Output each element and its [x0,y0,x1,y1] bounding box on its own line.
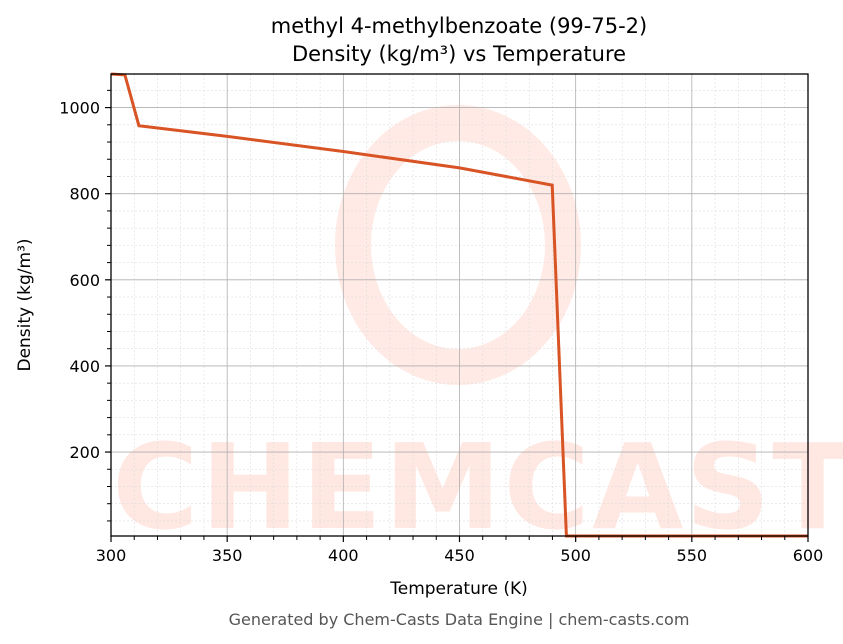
x-axis-label: Temperature (K) [389,579,528,599]
chart-subtitle: Density (kg/m³) vs Temperature [292,42,626,66]
x-tick-label: 400 [328,546,359,565]
x-tick-label: 550 [677,546,708,565]
x-axis-ticks: 300 350 400 450 500 550 600 [96,536,824,565]
y-tick-label: 600 [69,271,100,290]
y-tick-label: 200 [69,443,100,462]
y-axis-ticks: 200 400 600 800 1000 [59,89,111,522]
y-axis-label: Density (kg/m³) [15,238,35,371]
chart-title: methyl 4-methylbenzoate (99-75-2) [271,14,647,38]
x-tick-label: 600 [793,546,824,565]
y-tick-label: 800 [69,185,100,204]
footer-credit: Generated by Chem-Casts Data Engine | ch… [229,610,690,629]
watermark-text: CHEMCASTS [112,418,843,556]
y-tick-label: 1000 [59,99,100,118]
x-tick-label: 300 [96,546,127,565]
x-tick-label: 500 [560,546,591,565]
x-tick-label: 350 [212,546,243,565]
watermark-logo: CHEMCASTS [112,105,843,556]
x-tick-label: 450 [444,546,475,565]
y-tick-label: 400 [69,357,100,376]
